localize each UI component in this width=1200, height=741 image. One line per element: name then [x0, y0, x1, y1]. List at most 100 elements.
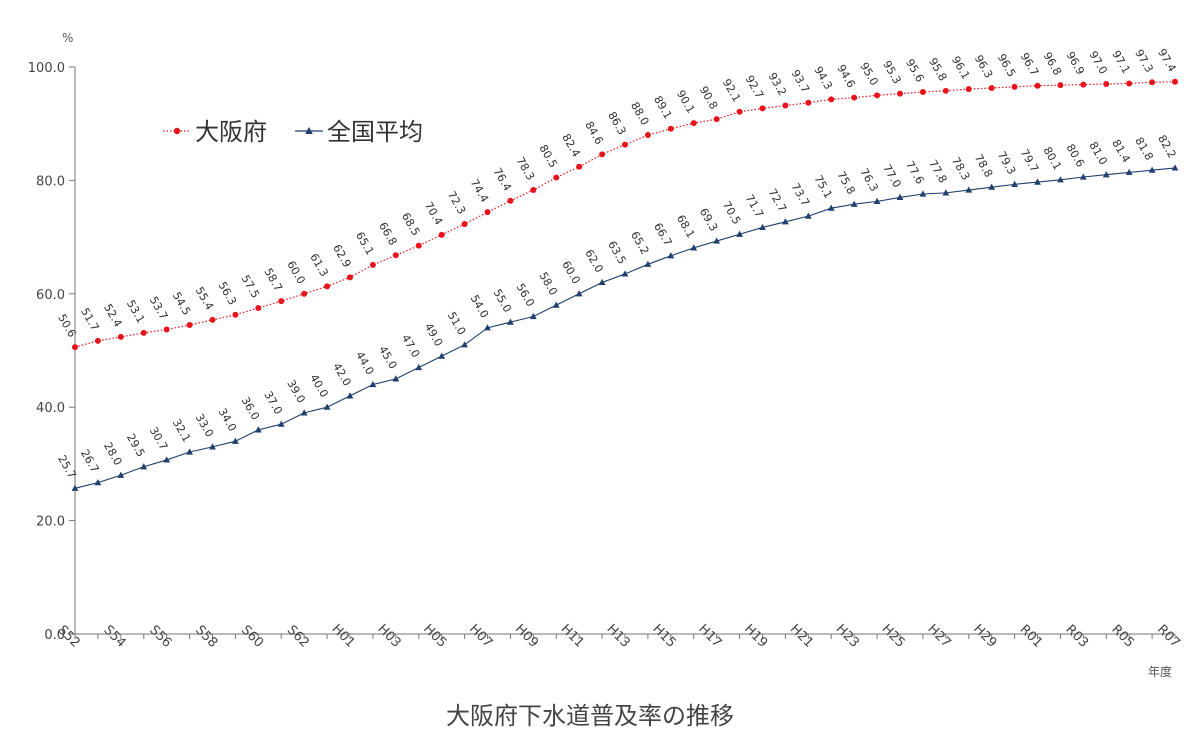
data-label: 58.7	[261, 266, 285, 294]
data-point	[1057, 82, 1064, 89]
data-point	[1126, 80, 1133, 87]
data-point	[942, 189, 950, 196]
data-label: 51.0	[445, 310, 469, 338]
x-tick-label: S56	[146, 623, 174, 651]
data-label: 55.0	[491, 287, 515, 315]
data-label: 42.0	[330, 361, 354, 389]
data-label: 53.7	[147, 294, 171, 322]
data-point	[552, 301, 560, 308]
y-tick-label: 60.0	[36, 288, 65, 303]
data-label: 78.3	[949, 155, 973, 183]
data-point	[346, 392, 354, 399]
data-point	[736, 108, 743, 115]
data-point	[1102, 171, 1110, 178]
data-point	[278, 298, 285, 305]
data-label: 66.7	[651, 221, 675, 249]
y-tick-label: 100.0	[28, 61, 65, 76]
data-label: 76.4	[491, 166, 515, 194]
x-tick-label: H09	[512, 622, 541, 651]
data-point	[1148, 166, 1156, 173]
data-label: 29.5	[124, 432, 148, 460]
data-label: 96.7	[1018, 50, 1042, 78]
data-point	[736, 230, 743, 237]
data-label: 79.7	[1018, 147, 1042, 175]
x-tick-label: H13	[604, 622, 633, 651]
data-label: 78.8	[972, 152, 996, 180]
data-label: 95.6	[903, 57, 927, 85]
legend-item-1: 大阪府	[163, 118, 267, 146]
x-tick-label: H03	[374, 622, 403, 651]
x-tick-label: H23	[833, 622, 862, 651]
data-label: 97.0	[1086, 49, 1110, 77]
x-tick-label: H01	[329, 622, 358, 651]
data-point	[1034, 178, 1041, 185]
data-label: 26.7	[78, 447, 102, 475]
data-label: 92.7	[743, 73, 767, 101]
x-tick-label: H05	[420, 622, 449, 651]
data-point	[873, 197, 881, 204]
data-label: 96.3	[972, 53, 996, 81]
data-point	[1125, 168, 1133, 176]
data-point	[874, 92, 881, 99]
data-label: 77.6	[903, 159, 927, 187]
data-label: 88.0	[628, 100, 652, 128]
data-label: 68.5	[399, 210, 423, 238]
data-point	[117, 333, 124, 340]
data-point	[507, 197, 514, 204]
data-label: 76.3	[857, 166, 881, 194]
data-label: 95.0	[857, 60, 881, 88]
legend-item-2: 全国平均	[295, 118, 423, 146]
y-tick-label: 80.0	[36, 174, 65, 189]
data-label: 82.2	[1155, 133, 1179, 161]
data-label: 78.3	[513, 155, 537, 183]
data-point	[415, 363, 423, 371]
data-point	[415, 242, 422, 249]
data-point	[1011, 83, 1018, 90]
data-label: 70.5	[720, 199, 744, 227]
data-point	[759, 223, 766, 231]
data-point	[782, 102, 789, 109]
data-point	[919, 190, 927, 197]
data-point	[804, 212, 812, 219]
data-point	[186, 448, 193, 455]
series-layer: 50.6 51.7 52.4 53.1 53.7 54.5 55.4 56.3 57.5 58.7…	[55, 47, 1179, 491]
data-point	[1149, 79, 1156, 86]
data-point	[507, 318, 514, 325]
data-label: 75.8	[834, 169, 858, 197]
data-label: 62.0	[582, 247, 606, 275]
series-2: 25.7 26.7 28.0 29.5 30.7 32.1 33.0 34.0 36.0 37.0…	[55, 133, 1179, 491]
data-label: 56.3	[216, 280, 240, 308]
x-tick-label: H07	[466, 622, 495, 651]
data-label: 65.2	[628, 229, 652, 257]
data-label: 96.5	[995, 52, 1019, 80]
data-point	[644, 132, 651, 139]
data-point	[301, 290, 308, 297]
data-point	[232, 437, 239, 444]
data-point	[461, 341, 468, 348]
legend-label: 大阪府	[195, 118, 267, 146]
data-label: 45.0	[376, 344, 400, 372]
data-label: 94.6	[834, 62, 858, 90]
data-point	[72, 344, 78, 351]
data-label: 33.0	[193, 412, 217, 440]
data-point	[186, 321, 193, 328]
data-label: 57.5	[238, 273, 262, 301]
data-point	[1103, 81, 1110, 88]
data-point	[529, 312, 537, 320]
data-point	[1171, 164, 1179, 171]
data-label: 34.0	[216, 406, 240, 434]
data-label: 39.0	[284, 378, 308, 406]
x-tick-label: S62	[284, 623, 312, 651]
data-label: 93.2	[766, 70, 790, 98]
data-point	[117, 471, 125, 478]
data-label: 62.9	[330, 242, 354, 270]
data-label: 86.3	[605, 109, 629, 137]
data-point	[484, 324, 491, 331]
x-tick-label: R05	[1108, 622, 1137, 651]
data-label: 47.0	[399, 332, 423, 360]
data-label: 93.7	[788, 68, 812, 96]
data-label: 79.3	[995, 149, 1019, 177]
data-point	[323, 403, 331, 410]
data-point	[965, 86, 972, 93]
